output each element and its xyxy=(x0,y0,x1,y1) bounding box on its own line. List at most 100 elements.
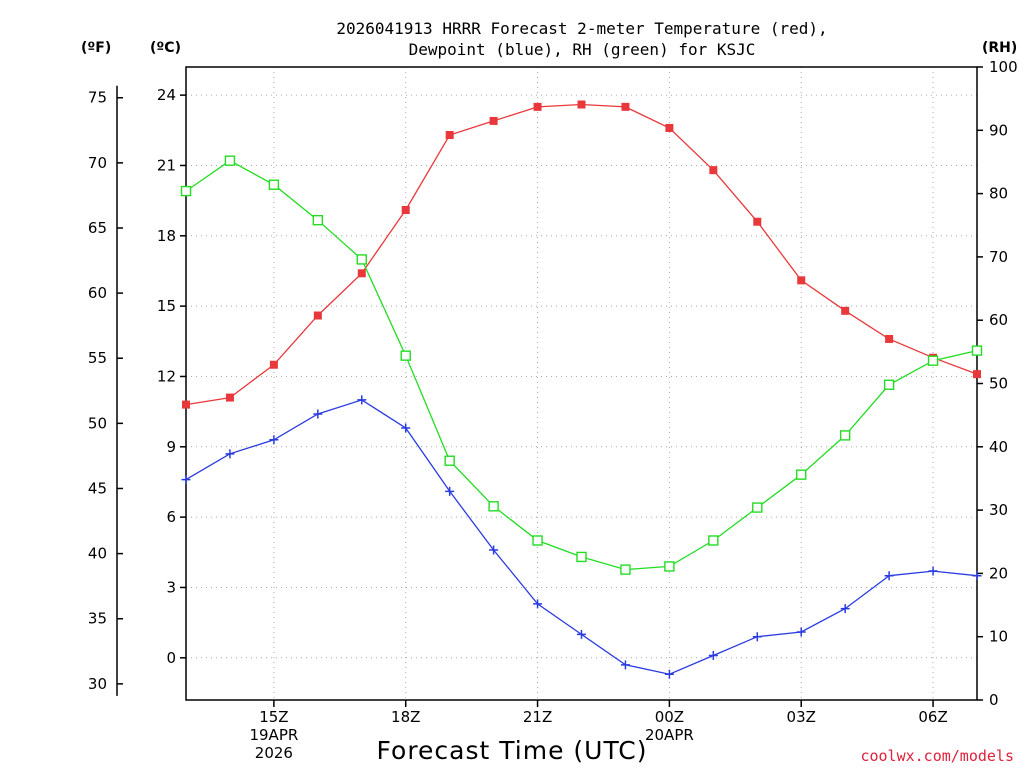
rh-point-14 xyxy=(796,469,807,480)
rh-point-8 xyxy=(532,535,543,546)
x-tick-label-0-1: 19APR xyxy=(249,726,298,744)
dewpoint-point-8 xyxy=(533,599,543,609)
dewpoint-point-15 xyxy=(840,604,850,614)
rh-point-4 xyxy=(356,254,367,265)
rh-tick-label-8: 80 xyxy=(989,185,1008,203)
fahrenheit-tick-label-2: 40 xyxy=(88,545,107,563)
dewpoint-point-9 xyxy=(577,629,586,639)
rh-point-9 xyxy=(576,551,587,563)
dewpoint-point-10 xyxy=(620,660,630,670)
temperature-series xyxy=(182,100,981,409)
chart-title-line-2: Dewpoint (blue), RH (green) for KSJC xyxy=(409,40,756,59)
rh-tick-label-0: 0 xyxy=(989,691,999,709)
temperature-point-1 xyxy=(225,393,234,402)
rh-point-18 xyxy=(971,345,983,356)
temperature-point-18 xyxy=(973,370,981,379)
temperature-point-2 xyxy=(269,360,278,369)
x-tick-label-5-0: 06Z xyxy=(918,708,947,726)
rh-point-12 xyxy=(708,535,719,546)
dewpoint-point-4 xyxy=(357,395,367,405)
x-tick-label-0-2: 2026 xyxy=(255,744,293,762)
rh-tick-label-5: 50 xyxy=(989,375,1008,393)
temperature-point-11 xyxy=(665,123,674,132)
fahrenheit-tick-label-7: 65 xyxy=(88,219,107,237)
x-tick-label-3-1: 20APR xyxy=(645,726,694,744)
dewpoint-point-14 xyxy=(796,627,806,637)
temperature-point-10 xyxy=(621,102,630,111)
fahrenheit-tick-label-0: 30 xyxy=(88,675,107,693)
temperature-point-8 xyxy=(533,102,542,111)
dewpoint-point-13 xyxy=(752,632,762,642)
x-axis-label: Forecast Time (UTC) xyxy=(377,736,648,765)
x-tick-label-0-0: 15Z xyxy=(259,708,288,726)
rh-point-15 xyxy=(839,430,851,441)
temperature-point-9 xyxy=(577,100,586,109)
fahrenheit-tick-label-3: 45 xyxy=(88,479,107,497)
rh-point-3 xyxy=(312,214,324,226)
celsius-unit-label: (ºC) xyxy=(150,40,181,56)
celsius-tick-label-2: 6 xyxy=(166,508,176,526)
dewpoint-point-18 xyxy=(972,571,982,581)
rh-unit-label: (RH) xyxy=(982,40,1017,56)
dewpoint-point-12 xyxy=(708,650,718,660)
temperature-point-4 xyxy=(357,269,366,278)
celsius-tick-label-0: 0 xyxy=(166,649,176,667)
temperature-line xyxy=(185,103,978,406)
rh-point-17 xyxy=(927,355,939,366)
rh-point-10 xyxy=(620,564,631,575)
temperature-point-7 xyxy=(489,116,498,125)
rh-point-1 xyxy=(224,155,236,166)
dewpoint-series xyxy=(181,395,982,679)
fahrenheit-tick-label-4: 50 xyxy=(88,414,107,432)
tick-labels: 0 3 6 9 12 15 18 21 24 30 35 40 45 50 55 60 65 70 75 0 10 20 3… xyxy=(88,58,1018,762)
rh-line xyxy=(185,159,978,571)
x-tick-label-1-0: 18Z xyxy=(391,708,420,726)
celsius-tick-label-7: 21 xyxy=(157,156,176,174)
temperature-point-3 xyxy=(313,311,322,320)
rh-point-2 xyxy=(268,179,280,190)
celsius-tick-label-8: 24 xyxy=(157,86,176,104)
data-series xyxy=(180,100,983,679)
rh-tick-label-7: 70 xyxy=(989,248,1008,266)
dewpoint-point-11 xyxy=(664,669,674,679)
fahrenheit-tick-label-6: 60 xyxy=(88,284,107,302)
dewpoint-point-5 xyxy=(401,423,411,433)
rh-tick-label-3: 30 xyxy=(989,501,1008,519)
temperature-point-13 xyxy=(753,217,762,226)
rh-point-11 xyxy=(664,561,675,572)
celsius-tick-label-5: 15 xyxy=(157,297,176,315)
dewpoint-point-3 xyxy=(313,409,323,419)
fahrenheit-unit-label: (ºF) xyxy=(81,40,111,56)
dewpoint-point-0 xyxy=(181,475,191,485)
dewpoint-point-7 xyxy=(489,545,499,555)
rh-tick-label-6: 60 xyxy=(989,311,1008,329)
fahrenheit-tick-label-1: 35 xyxy=(88,610,107,628)
celsius-tick-label-3: 9 xyxy=(166,438,176,456)
chart-axes xyxy=(116,66,978,701)
chart-title: 2026041913 HRRR Forecast 2-meter Tempera… xyxy=(336,19,827,59)
fahrenheit-tick-label-8: 70 xyxy=(88,154,107,172)
temperature-point-16 xyxy=(885,334,894,343)
watermark: coolwx.com/models xyxy=(860,747,1014,765)
temperature-point-0 xyxy=(182,400,190,409)
rh-tick-label-10: 100 xyxy=(989,58,1018,76)
celsius-tick-label-1: 3 xyxy=(166,578,176,596)
x-tick-label-3-0: 00Z xyxy=(655,708,684,726)
dewpoint-point-2 xyxy=(269,435,279,445)
grid-lines xyxy=(186,67,977,700)
rh-point-13 xyxy=(752,502,763,513)
dewpoint-point-6 xyxy=(445,486,455,496)
celsius-tick-label-4: 12 xyxy=(157,367,176,385)
rh-point-0 xyxy=(180,185,192,197)
rh-tick-label-1: 10 xyxy=(989,628,1008,646)
temperature-point-14 xyxy=(797,276,806,285)
fahrenheit-tick-label-9: 75 xyxy=(88,89,107,107)
celsius-tick-label-6: 18 xyxy=(157,227,176,245)
fahrenheit-tick-label-5: 55 xyxy=(88,349,107,367)
rh-tick-label-9: 90 xyxy=(989,121,1008,139)
dewpoint-point-1 xyxy=(225,449,235,459)
temperature-point-5 xyxy=(401,206,410,215)
temperature-point-12 xyxy=(709,166,718,175)
x-tick-label-4-0: 03Z xyxy=(787,708,816,726)
